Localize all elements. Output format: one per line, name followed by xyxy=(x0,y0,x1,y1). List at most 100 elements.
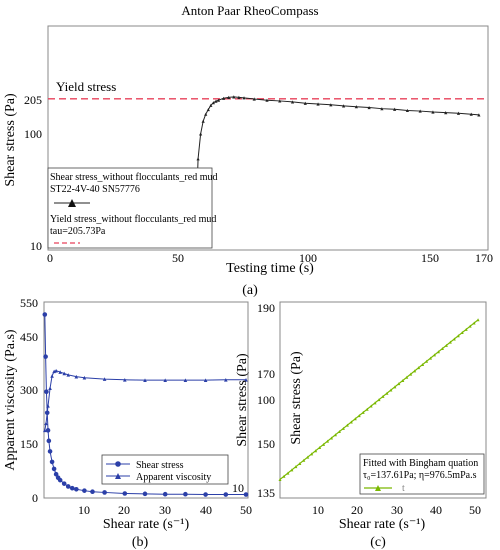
c-legend: Fitted with Bingham quation τ₀=137.61Pa;… xyxy=(359,453,485,495)
a-series-line xyxy=(195,96,479,238)
c-ytick-label: 170 xyxy=(257,367,275,381)
c-data-point xyxy=(341,426,345,430)
b-apparent-viscosity-point xyxy=(244,377,248,382)
c-ytick-label: 135 xyxy=(257,486,275,500)
a-data-point xyxy=(216,98,221,102)
c-legend-frame xyxy=(359,453,485,495)
b-apparent-viscosity-point xyxy=(62,371,66,376)
panel-c: 190 170 150 135 100 10 20 30 40 50 Shear… xyxy=(235,301,487,550)
panel-b-y-ticks: 550 450 300 150 0 xyxy=(20,296,38,505)
b-apparent-viscosity-point xyxy=(82,375,87,380)
c-data-point xyxy=(452,337,456,341)
c-data-point xyxy=(385,391,389,395)
b-shear-stress-point xyxy=(49,459,55,465)
b-apparent-viscosity-point xyxy=(74,374,79,379)
c-data-point xyxy=(468,324,472,328)
a-xtick-label: 170 xyxy=(475,251,493,265)
c-data-point xyxy=(456,334,460,338)
panel-b-x-ticks: 10 20 30 40 50 xyxy=(78,503,252,517)
c-data-point xyxy=(337,430,341,434)
b-apparent-viscosity-line xyxy=(44,370,246,431)
a-data-point xyxy=(237,95,241,99)
c-data-point xyxy=(472,321,476,325)
c-data-point xyxy=(476,318,480,322)
b-xtick-label: 50 xyxy=(240,503,252,517)
a-data-point xyxy=(232,95,236,99)
c-data-point xyxy=(322,442,326,446)
c-data-point xyxy=(440,347,444,351)
b-shear-stress-point xyxy=(61,481,67,486)
a-xtick-label: 100 xyxy=(299,251,317,265)
c-data-point xyxy=(464,327,468,331)
b-xtick-label: 10 xyxy=(78,503,90,517)
a-data-point xyxy=(214,99,218,103)
c-data-point xyxy=(278,477,282,481)
a-data-point xyxy=(199,132,203,136)
figure-title: Anton Paar RheoCompass xyxy=(181,3,318,18)
a-shear-stress-series xyxy=(193,95,481,239)
a-data-point xyxy=(242,96,246,100)
b-xtick-label: 30 xyxy=(159,503,171,517)
c-data-point xyxy=(421,362,425,366)
c-data-point xyxy=(326,439,330,443)
c-data-point xyxy=(397,382,401,386)
a-data-point xyxy=(477,113,481,117)
a-data-point xyxy=(393,107,397,111)
panel-b-frame xyxy=(43,301,249,499)
b-apparent-viscosity-point xyxy=(44,421,48,426)
a-legend: Shear stress_without flocculants_red mud… xyxy=(47,167,217,249)
panel-a: 205 100 10 0 50 100 150 170 Testing time… xyxy=(3,25,493,298)
c-ytick-label: 150 xyxy=(257,437,275,451)
c-data-point xyxy=(401,378,405,382)
b-shear-stress-point xyxy=(46,438,52,444)
a-data-point xyxy=(211,101,215,105)
c-data-point xyxy=(444,343,448,347)
c-data-point xyxy=(345,423,349,427)
b-shear-stress-point xyxy=(223,492,229,497)
b-apparent-viscosity-point xyxy=(48,386,52,391)
b-shear-stress-point xyxy=(74,486,79,492)
c-data-point xyxy=(369,404,373,408)
b-shear-stress-point xyxy=(122,491,128,496)
a-data-point xyxy=(303,101,307,105)
a-legend-frame xyxy=(47,167,213,249)
c-data-point xyxy=(429,356,433,360)
a-legend-line: Yield stress_without flocculants_red mud xyxy=(50,214,216,225)
c-data-point xyxy=(393,385,397,389)
a-data-point xyxy=(252,97,256,101)
b-apparent-viscosity-point xyxy=(183,378,188,382)
b-legend-frame xyxy=(101,454,229,485)
b-apparent-viscosity-point xyxy=(203,378,208,382)
b-shear-stress-point xyxy=(142,491,148,497)
b-ytick-label: 150 xyxy=(20,437,38,451)
b-right-label: 10 xyxy=(232,481,244,495)
a-data-point xyxy=(354,105,358,109)
c-legend-text: τ₀=137.61Pa; η=976.5mPa.s xyxy=(363,470,477,481)
c-y-axis-label-outer: Shear stress (Pa) xyxy=(235,353,250,447)
b-y-axis-label: Apparent viscosity (Pa.s) xyxy=(3,329,18,470)
a-data-point xyxy=(290,100,295,104)
b-shear-stress-point xyxy=(42,312,48,317)
c-data-point xyxy=(417,366,421,370)
b-shear-stress-point xyxy=(44,389,49,395)
a-data-point xyxy=(444,111,448,115)
b-x-axis-label: Shear rate (s⁻¹) xyxy=(103,517,190,532)
a-data-point xyxy=(201,119,205,123)
c-data-point xyxy=(298,461,302,465)
c-data-point xyxy=(381,394,385,398)
panel-a-frame xyxy=(47,25,489,251)
a-legend-line: ST22-4V-40 SN57776 xyxy=(50,184,140,195)
c-ytick-label: 190 xyxy=(257,301,275,315)
b-shear-stress-point xyxy=(69,485,75,491)
b-shear-stress-point xyxy=(162,491,168,497)
c-data-point xyxy=(433,353,436,357)
a-ytick-label: 205 xyxy=(24,93,42,107)
b-legend: Shear stress Apparent viscosity xyxy=(101,454,229,485)
b-apparent-viscosity-point xyxy=(66,373,71,377)
panel-c-frame xyxy=(279,301,487,499)
c-xtick-label: 50 xyxy=(469,503,481,517)
c-xtick-label: 10 xyxy=(312,503,324,517)
b-legend-triangle-marker xyxy=(115,473,121,479)
